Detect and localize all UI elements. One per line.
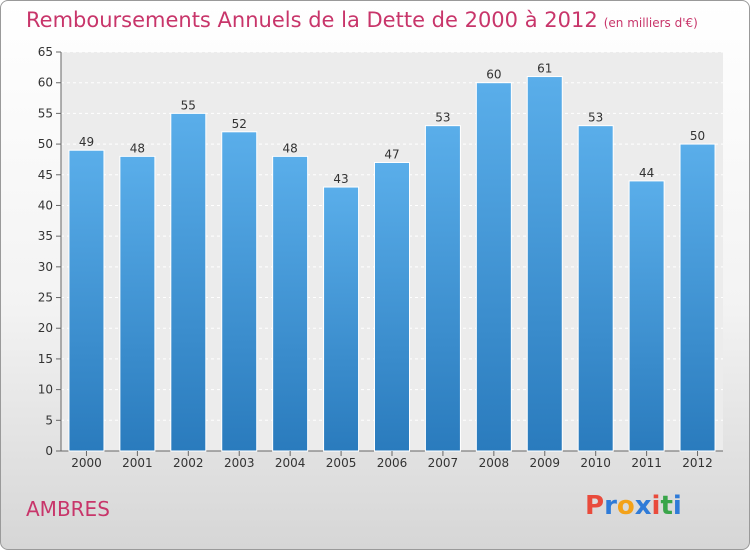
logo-letter: r — [604, 491, 617, 521]
bar — [526, 76, 563, 452]
y-tick-label: 5 — [45, 413, 53, 427]
y-tick-label: 15 — [38, 352, 53, 366]
y-tick-label: 0 — [45, 444, 53, 458]
data-label: 44 — [639, 166, 654, 180]
bar — [628, 180, 665, 452]
bar — [170, 112, 207, 452]
data-label: 61 — [537, 62, 552, 76]
data-label: 48 — [130, 141, 145, 155]
data-label: 52 — [232, 117, 247, 131]
chart-title-text: Remboursements Annuels de la Dette de 20… — [26, 8, 598, 32]
x-tick-label: 2007 — [428, 456, 459, 470]
y-tick-label: 20 — [38, 321, 53, 335]
bar — [221, 131, 258, 452]
bar — [374, 161, 410, 452]
y-tick-label: 50 — [38, 137, 53, 151]
bar — [679, 143, 716, 452]
bar — [475, 82, 512, 452]
x-tick-label: 2005 — [326, 456, 357, 470]
y-tick-label: 55 — [38, 106, 53, 120]
y-tick-label: 65 — [38, 45, 53, 59]
x-tick-label: 2011 — [631, 456, 662, 470]
x-tick-label: 2008 — [479, 456, 510, 470]
x-tick-label: 2009 — [529, 456, 560, 470]
logo-letter: i — [672, 491, 682, 521]
data-label: 50 — [690, 129, 705, 143]
data-label: 48 — [283, 141, 298, 155]
data-label: 43 — [333, 172, 348, 186]
proxiti-logo: Proxiti — [585, 491, 682, 521]
logo-letter: o — [616, 491, 635, 521]
y-tick-label: 30 — [38, 260, 53, 274]
data-label: 49 — [79, 135, 94, 149]
bar — [68, 149, 105, 452]
bar — [577, 125, 614, 452]
x-tick-label: 2012 — [682, 456, 713, 470]
data-label: 60 — [486, 68, 501, 82]
bar — [272, 155, 309, 452]
logo-letter: i — [651, 491, 661, 521]
data-label: 53 — [435, 111, 450, 125]
x-tick-label: 2006 — [377, 456, 408, 470]
bar — [323, 186, 360, 452]
bar — [119, 155, 156, 452]
x-tick-label: 2010 — [580, 456, 611, 470]
x-tick-label: 2000 — [71, 456, 102, 470]
x-tick-label: 2003 — [224, 456, 255, 470]
y-tick-label: 10 — [38, 383, 53, 397]
data-label: 55 — [181, 98, 196, 112]
logo-letter: P — [585, 491, 605, 521]
y-tick-label: 25 — [38, 291, 53, 305]
data-label: 47 — [384, 147, 399, 161]
y-tick-label: 35 — [38, 229, 53, 243]
x-tick-label: 2002 — [173, 456, 204, 470]
logo-letter: x — [634, 491, 652, 521]
y-tick-label: 40 — [38, 198, 53, 212]
y-tick-label: 45 — [38, 168, 53, 182]
x-tick-label: 2001 — [122, 456, 153, 470]
bar — [424, 125, 461, 452]
chart-title: Remboursements Annuels de la Dette de 20… — [26, 8, 698, 32]
data-label: 53 — [588, 111, 603, 125]
y-tick-label: 60 — [38, 76, 53, 90]
x-tick-label: 2004 — [275, 456, 306, 470]
commune-name: AMBRES — [26, 497, 110, 521]
logo-letter: t — [660, 491, 673, 521]
chart-unit: (en milliers d'€) — [603, 16, 698, 30]
